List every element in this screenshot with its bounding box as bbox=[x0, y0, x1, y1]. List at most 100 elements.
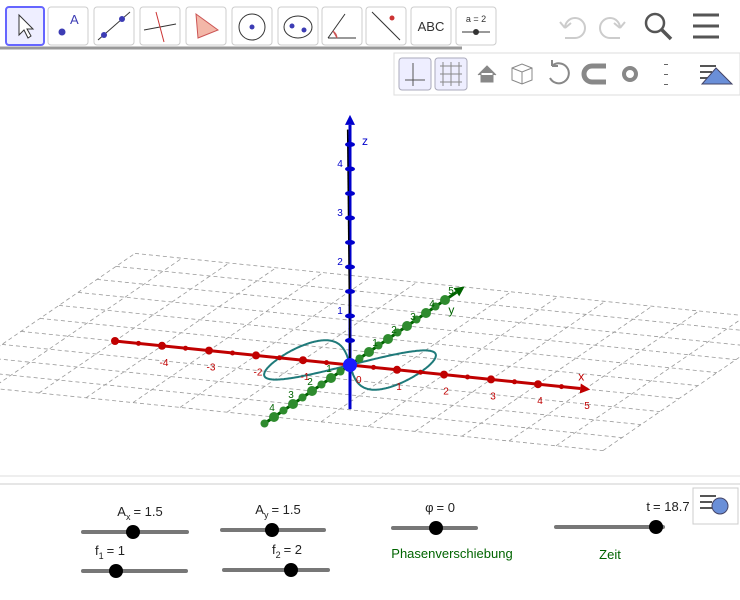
y-tick-dot bbox=[317, 380, 326, 389]
z-tick-label: 2 bbox=[337, 257, 343, 268]
x-axis-label: x bbox=[578, 370, 584, 384]
z-tick-dot bbox=[345, 338, 355, 343]
grid-line bbox=[0, 253, 136, 347]
x-axis-arrow bbox=[579, 383, 591, 394]
x-tick-dot bbox=[534, 380, 542, 389]
x-tick-dot bbox=[136, 340, 141, 346]
x-tick-dot bbox=[183, 345, 188, 351]
y-tick-dot bbox=[374, 341, 383, 350]
y-tick-dot bbox=[440, 295, 450, 305]
label-part: A bbox=[255, 502, 264, 517]
angle-tool[interactable] bbox=[321, 6, 363, 46]
x-tick-label: -3 bbox=[207, 363, 216, 374]
x-tick-dot bbox=[559, 384, 564, 390]
z-tick-label: 3 bbox=[337, 208, 343, 219]
slider-knob[interactable] bbox=[126, 525, 140, 539]
text-tool[interactable] bbox=[410, 6, 452, 46]
home-button[interactable] bbox=[477, 65, 497, 83]
slider-label: f2 = 2 bbox=[272, 542, 302, 560]
search-button[interactable] bbox=[644, 12, 666, 34]
z-tick-label: 1 bbox=[337, 306, 343, 317]
x-tick-label: -2 bbox=[254, 367, 263, 378]
label-part: = 1.5 bbox=[133, 504, 162, 519]
grid-line bbox=[134, 253, 740, 316]
label-part: = 18.7 bbox=[653, 499, 690, 514]
z-axis-arrow bbox=[345, 114, 355, 125]
x-tick-dot bbox=[252, 351, 260, 360]
conic-tool[interactable] bbox=[277, 6, 319, 46]
x-tick-dot bbox=[205, 346, 213, 355]
label-part: = 2 bbox=[284, 542, 302, 557]
circle-tool[interactable] bbox=[231, 6, 273, 46]
y-tick-dot bbox=[355, 354, 364, 363]
slider-knob[interactable] bbox=[649, 520, 663, 534]
z-tick-dot bbox=[345, 240, 355, 245]
y-tick-label: 5 bbox=[448, 286, 454, 297]
grid-line bbox=[602, 356, 740, 451]
algebra-toggle[interactable] bbox=[692, 487, 739, 525]
perpendicular-tool[interactable] bbox=[139, 6, 181, 46]
z-tick-dot bbox=[345, 215, 355, 221]
label-part: = 0 bbox=[437, 500, 455, 515]
menu-button[interactable] bbox=[693, 13, 719, 39]
y-tick-dot bbox=[307, 386, 317, 396]
z-tick-label: 4 bbox=[337, 159, 343, 170]
z-tick-dot bbox=[345, 191, 355, 196]
line-tool[interactable] bbox=[93, 6, 135, 46]
z-tick-dot bbox=[345, 142, 355, 147]
x-tick-label: -1 bbox=[301, 372, 310, 383]
polygon-tool[interactable] bbox=[185, 6, 227, 46]
view-button[interactable] bbox=[511, 63, 533, 85]
y-tick-dot bbox=[402, 321, 412, 331]
undo-button[interactable] bbox=[559, 17, 586, 39]
grid-line bbox=[0, 388, 604, 451]
slider-tool[interactable] bbox=[455, 6, 497, 46]
label-part: t bbox=[646, 499, 650, 514]
grid-line bbox=[38, 262, 230, 394]
settings-button[interactable] bbox=[622, 66, 638, 82]
z-tick-dot bbox=[345, 313, 355, 319]
origin-label: 0 bbox=[356, 375, 362, 386]
redo-button[interactable] bbox=[599, 17, 626, 39]
slider-knob[interactable] bbox=[265, 523, 279, 537]
grid-line bbox=[96, 279, 740, 346]
x-tick-dot bbox=[230, 350, 235, 356]
slider-knob[interactable] bbox=[109, 564, 123, 578]
clipping-button[interactable] bbox=[581, 63, 606, 85]
label-part: 2 bbox=[276, 550, 281, 560]
y-axis-arrow bbox=[453, 286, 465, 297]
x-tick-dot bbox=[371, 364, 376, 370]
toolbar: A bbox=[0, 6, 719, 50]
y-tick-dot bbox=[393, 328, 402, 337]
point-tool[interactable] bbox=[47, 6, 89, 46]
y-tick-dot bbox=[431, 302, 440, 311]
y-tick-label: 1 bbox=[372, 338, 378, 349]
grid-line bbox=[320, 291, 512, 423]
grid-line bbox=[367, 296, 559, 427]
z-tick-dot bbox=[345, 289, 355, 294]
label-part: φ bbox=[425, 500, 433, 515]
grid-line bbox=[226, 281, 418, 413]
y-tick-label: 4 bbox=[429, 299, 435, 310]
text-tool-label: ABC bbox=[418, 19, 445, 34]
x-tick-dot bbox=[393, 365, 401, 374]
slider-knob[interactable] bbox=[429, 521, 443, 535]
x-tick-label: 3 bbox=[490, 391, 496, 402]
y-tick-dot bbox=[269, 412, 279, 422]
reflect-tool[interactable] bbox=[365, 6, 407, 46]
axes-toggle[interactable] bbox=[398, 57, 432, 91]
grid-line bbox=[179, 277, 371, 408]
x-tick-dot bbox=[324, 360, 329, 366]
slider-knob[interactable] bbox=[284, 563, 298, 577]
style-bar bbox=[393, 52, 740, 96]
y-tick-dot bbox=[364, 347, 374, 357]
grid-line bbox=[555, 319, 740, 447]
graphics-3d: -4 -3 -2 -1 1 2 3 4 5 4 3 2 1 1 2 3 4 5 1 2 3 4 0 x y z bbox=[0, 114, 740, 451]
y-tick-dot bbox=[326, 373, 336, 383]
y-tick-dot bbox=[260, 419, 269, 428]
rotate-button[interactable] bbox=[549, 60, 570, 85]
label-part: f bbox=[95, 543, 99, 558]
label-part: x bbox=[126, 512, 131, 522]
